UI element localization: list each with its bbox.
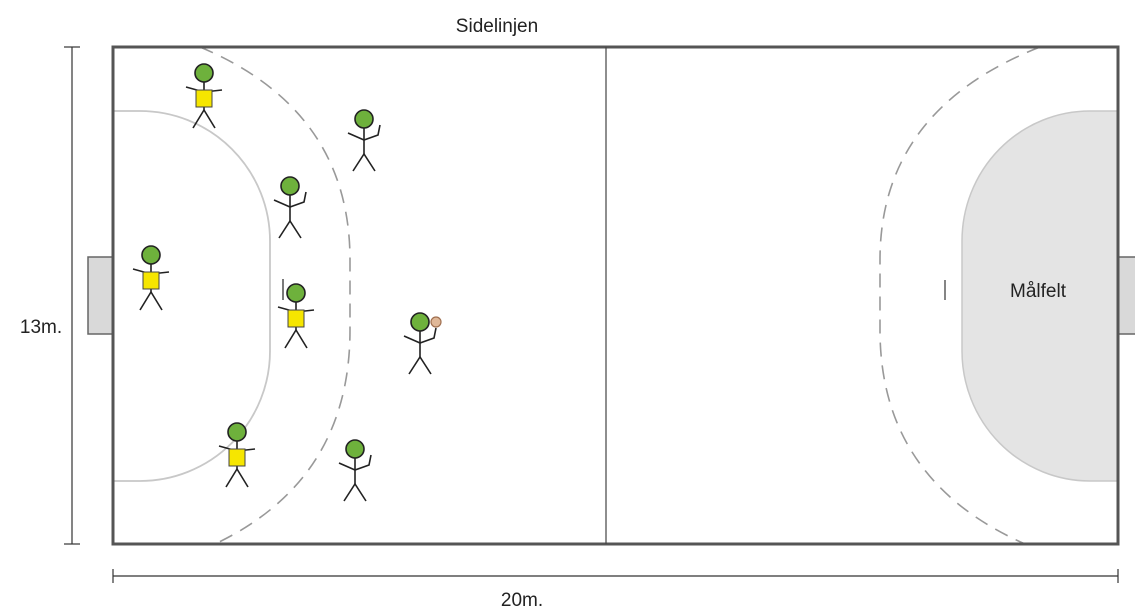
right-goal	[1117, 256, 1135, 335]
height-dimension	[64, 46, 80, 545]
attacker	[338, 439, 372, 502]
width-label: 20m.	[501, 590, 543, 611]
attacker	[347, 109, 381, 172]
sideline-label: Sidelinjen	[456, 16, 538, 37]
left-free-throw-line	[199, 46, 351, 545]
goal-area-label: Målfelt	[1010, 281, 1067, 302]
width-dimension	[112, 569, 1119, 583]
defender	[132, 245, 170, 311]
ball	[430, 316, 442, 328]
left-goal-area	[113, 110, 271, 482]
left-goal	[87, 256, 114, 335]
defender	[185, 63, 223, 129]
label-background	[22, 312, 66, 344]
defender	[218, 422, 256, 488]
right-free-throw-line	[879, 46, 1041, 545]
court-boundary	[111, 45, 1120, 546]
height-label: 13m.	[20, 317, 62, 338]
attacker	[273, 176, 307, 239]
right-goal-area	[961, 110, 1119, 482]
